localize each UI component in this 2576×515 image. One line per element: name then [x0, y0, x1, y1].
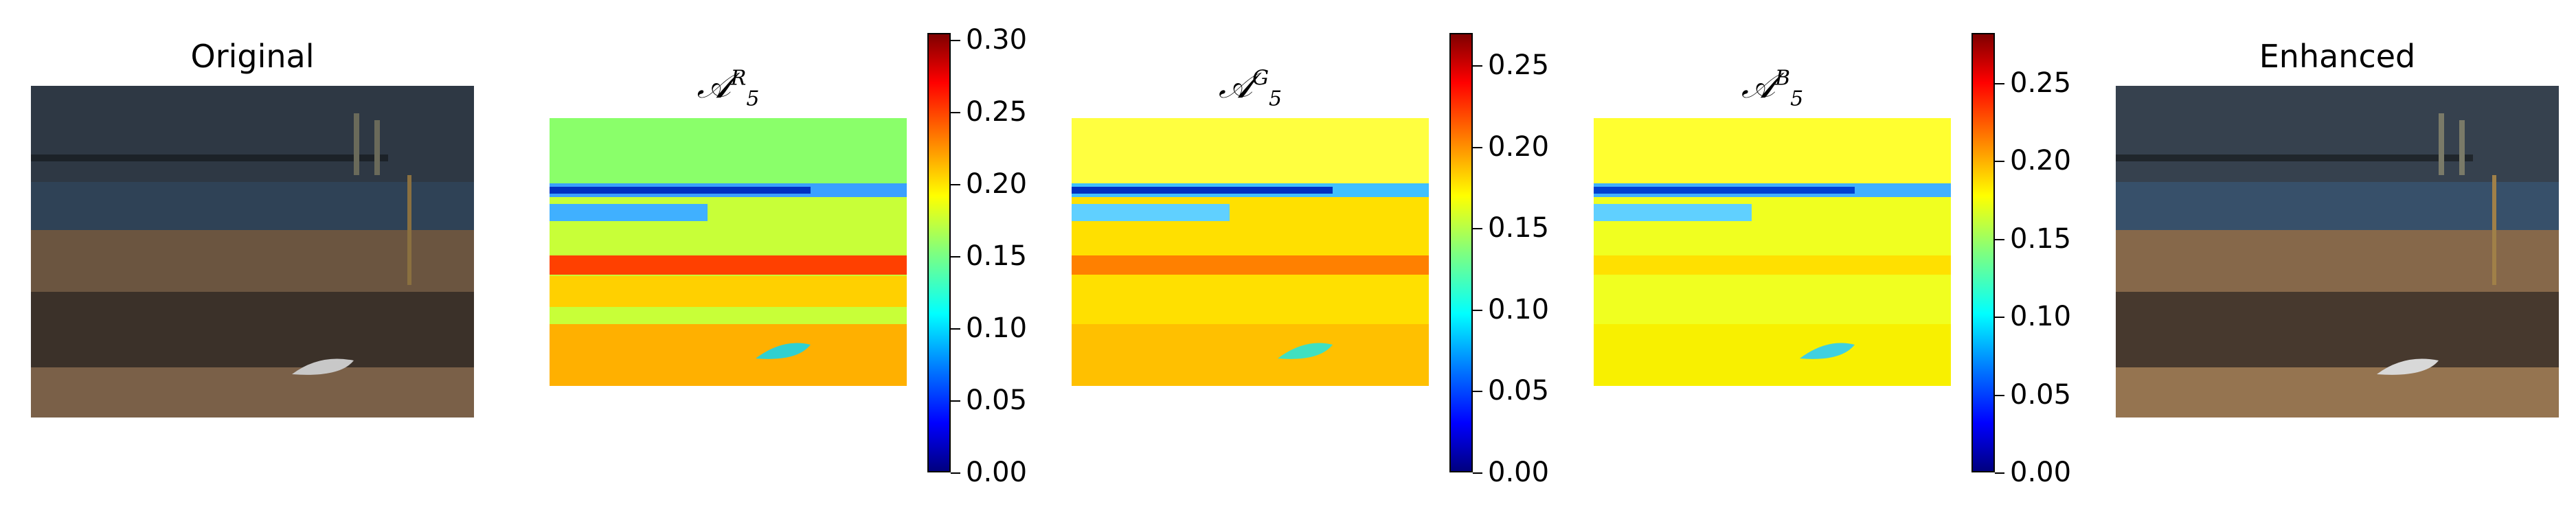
green-colorbar: [1449, 33, 1473, 472]
blue-colorbar-tick: [1995, 317, 2004, 319]
blue-colorbar-tick-label: 0.20: [2010, 145, 2072, 177]
blue-colorbar-tick-label: 0.25: [2010, 67, 2072, 99]
red-colorbar-tick: [951, 40, 960, 42]
green-colorbar-tick: [1473, 472, 1482, 474]
blue-colorbar-tick-label: 0.10: [2010, 301, 2072, 333]
green-colorbar-tick: [1473, 391, 1482, 393]
red-colorbar-tick-label: 0.30: [966, 24, 1028, 56]
blue-colorbar-tick-label: 0.05: [2010, 378, 2072, 411]
green-colorbar-tick: [1473, 228, 1482, 230]
red-colorbar-tick-label: 0.00: [966, 457, 1028, 488]
green-colorbar-tick-label: 0.25: [1488, 49, 1550, 82]
green-channel-map: [1072, 118, 1429, 386]
green-colorbar-tick: [1473, 309, 1482, 311]
blue-channel-map: [1594, 118, 1951, 386]
enhanced-image: [2116, 86, 2559, 417]
green-colorbar-tick-label: 0.15: [1488, 212, 1550, 244]
green-colorbar-tick-label: 0.10: [1488, 293, 1550, 325]
blue-colorbar-tick: [1995, 82, 2004, 84]
red-colorbar-tick-label: 0.10: [966, 312, 1028, 345]
enhanced-title: Enhanced: [2259, 38, 2416, 75]
original-image: [31, 86, 474, 417]
blue-colorbar-tick: [1995, 394, 2004, 396]
green-colorbar-tick-label: 0.05: [1488, 375, 1550, 407]
blue-colorbar-tick: [1995, 238, 2004, 240]
blue-colorbar-tick: [1995, 472, 2004, 474]
green-colorbar-tick: [1473, 146, 1482, 148]
red-colorbar-tick: [951, 184, 960, 186]
blue-channel-title: 𝒜B5: [1741, 65, 1804, 111]
red-colorbar-tick-label: 0.15: [966, 240, 1028, 273]
red-colorbar-tick: [951, 328, 960, 330]
red-colorbar-tick-label: 0.05: [966, 385, 1028, 417]
blue-colorbar: [1971, 33, 1995, 472]
blue-colorbar-tick-label: 0.15: [2010, 222, 2072, 255]
red-colorbar-tick-label: 0.20: [966, 168, 1028, 201]
red-colorbar-tick: [951, 256, 960, 258]
red-colorbar-tick: [951, 400, 960, 402]
red-colorbar: [927, 33, 951, 472]
green-channel-title: 𝒜G5: [1218, 65, 1283, 111]
red-colorbar-tick-label: 0.25: [966, 96, 1028, 128]
red-colorbar-tick: [951, 112, 960, 114]
red-channel-title: 𝒜R5: [697, 65, 760, 111]
blue-colorbar-tick-label: 0.00: [2010, 457, 2072, 488]
green-colorbar-tick-label: 0.00: [1488, 457, 1550, 488]
green-colorbar-tick-label: 0.20: [1488, 130, 1550, 163]
red-colorbar-tick: [951, 472, 960, 474]
green-colorbar-tick: [1473, 65, 1482, 67]
red-channel-map: [550, 118, 907, 386]
original-title: Original: [190, 38, 315, 75]
blue-colorbar-tick: [1995, 161, 2004, 163]
